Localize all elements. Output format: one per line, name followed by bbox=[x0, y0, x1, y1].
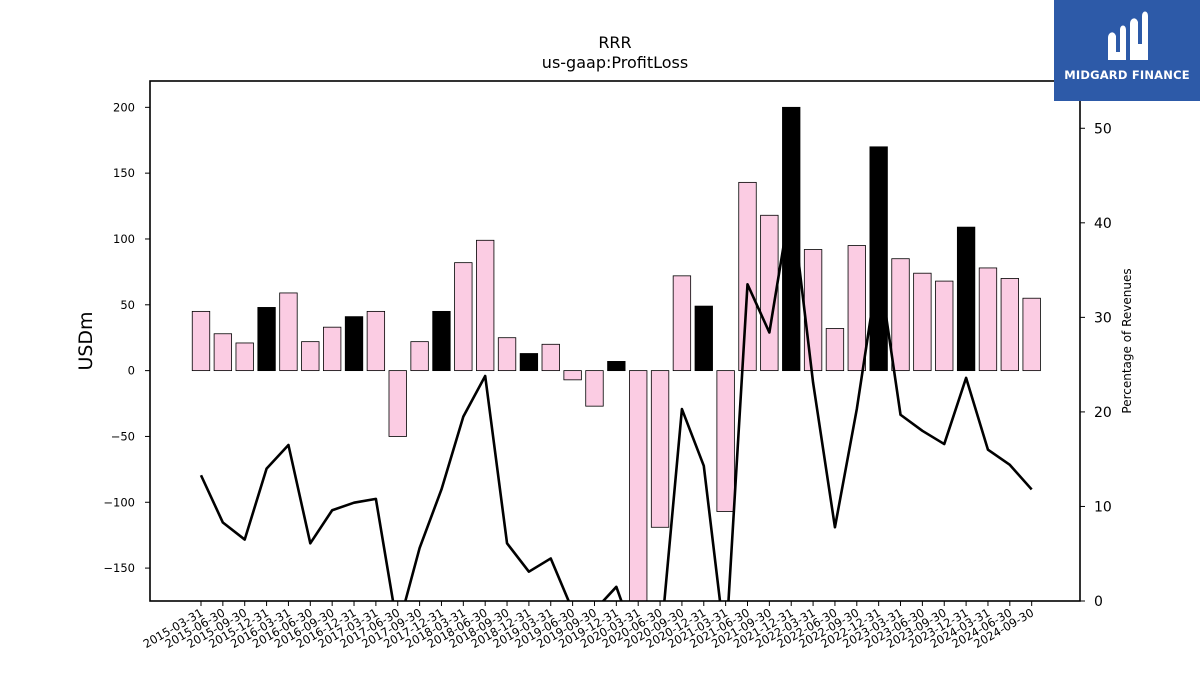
bar bbox=[388, 370, 407, 437]
bar bbox=[519, 353, 539, 372]
y2-tick-label: 40 bbox=[1094, 216, 1112, 232]
bar bbox=[738, 181, 757, 372]
y-tick-label: 50 bbox=[120, 298, 135, 312]
bar bbox=[1000, 278, 1019, 372]
y-axis-label: USDm bbox=[75, 311, 97, 370]
bar bbox=[847, 245, 866, 372]
bar bbox=[497, 337, 517, 372]
bar bbox=[935, 280, 954, 372]
y-tick-label: 200 bbox=[113, 100, 135, 114]
bar bbox=[454, 262, 473, 372]
bar bbox=[279, 292, 298, 372]
line-group bbox=[199, 197, 1033, 601]
bar bbox=[869, 146, 888, 372]
bar bbox=[629, 370, 648, 601]
bar bbox=[956, 226, 976, 372]
bar bbox=[410, 341, 429, 372]
bar bbox=[607, 361, 626, 372]
y2-tick-label: 30 bbox=[1094, 310, 1112, 326]
bar bbox=[563, 370, 582, 381]
bar bbox=[1022, 297, 1041, 372]
y-tick-label: −100 bbox=[103, 495, 135, 509]
percentage-line bbox=[199, 197, 1033, 601]
y-tick-label: −150 bbox=[103, 561, 135, 575]
bar bbox=[825, 328, 845, 372]
bar bbox=[191, 310, 211, 372]
y2-tick-label: 50 bbox=[1094, 121, 1112, 137]
y-tick-label: 0 bbox=[128, 364, 135, 378]
bar bbox=[891, 258, 910, 372]
bar bbox=[476, 239, 495, 372]
bar bbox=[344, 316, 364, 372]
bars-group bbox=[191, 106, 1041, 601]
bar bbox=[650, 370, 670, 528]
logo-mark-icon bbox=[1108, 11, 1148, 60]
bar bbox=[235, 342, 254, 372]
y2-axis-label: Percentage of Revenues bbox=[1120, 268, 1134, 413]
bar bbox=[716, 370, 735, 512]
y-tick-label: 150 bbox=[113, 166, 135, 180]
bar bbox=[672, 275, 692, 372]
bar bbox=[978, 267, 998, 372]
y2-tick-label: 20 bbox=[1094, 405, 1112, 421]
y-tick-label: −50 bbox=[111, 429, 135, 443]
bar bbox=[760, 214, 779, 372]
logo: MIDGARD FINANCE bbox=[1054, 0, 1200, 101]
bar bbox=[432, 310, 451, 372]
bar bbox=[585, 370, 604, 407]
bar bbox=[301, 341, 320, 372]
y2-tick-label: 0 bbox=[1094, 594, 1103, 610]
plot-frame bbox=[149, 80, 1081, 602]
y-tick-label: 100 bbox=[113, 232, 135, 246]
bar bbox=[541, 343, 560, 372]
chart-title: RRR bbox=[598, 33, 631, 52]
bar bbox=[323, 326, 342, 372]
axes-group: −150−100−50050100150200010203040502015-0… bbox=[103, 80, 1112, 651]
bar bbox=[213, 333, 233, 372]
bar bbox=[694, 305, 713, 372]
bar bbox=[366, 310, 386, 372]
y2-tick-label: 10 bbox=[1094, 499, 1112, 515]
bar bbox=[803, 249, 823, 372]
bar bbox=[913, 272, 932, 372]
chart-subtitle: us-gaap:ProfitLoss bbox=[542, 53, 688, 72]
bar bbox=[782, 106, 801, 372]
bar bbox=[257, 307, 276, 372]
logo-text: MIDGARD FINANCE bbox=[1064, 68, 1190, 82]
